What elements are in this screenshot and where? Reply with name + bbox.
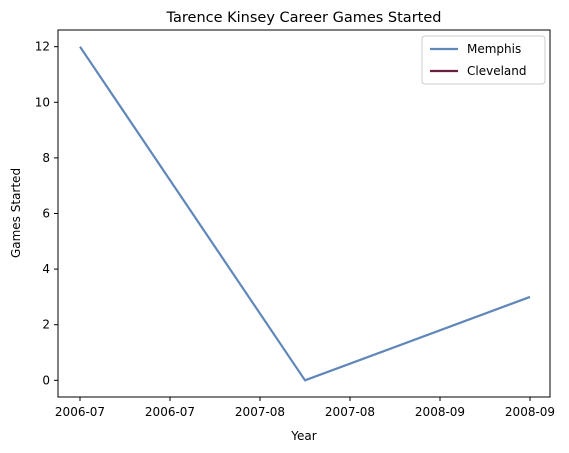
- x-tick-label: 2006-07: [55, 405, 105, 419]
- x-axis-label: Year: [290, 429, 316, 443]
- x-tick-label: 2006-07: [145, 405, 195, 419]
- legend: Memphis Cleveland: [421, 35, 546, 85]
- chart-title: Tarence Kinsey Career Games Started: [166, 10, 442, 26]
- y-tick-label: 12: [35, 40, 50, 54]
- series-lines: [79, 46, 531, 382]
- y-tick-label: 8: [42, 151, 50, 165]
- x-tick-label: 2008-09: [415, 405, 465, 419]
- y-tick-label: 0: [42, 373, 50, 387]
- y-axis: 0 2 4 6 8 10 12: [35, 40, 58, 387]
- y-axis-label: Games Started: [9, 168, 23, 258]
- y-tick-label: 4: [42, 262, 50, 276]
- plot-area: [57, 29, 551, 398]
- plot-frame: [57, 29, 551, 398]
- legend-label: Memphis: [467, 42, 521, 56]
- x-axis: 2006-07 2006-07 2007-08 2007-08 2008-09 2008-…: [55, 397, 555, 419]
- y-tick-label: 10: [35, 95, 50, 109]
- x-tick-label: 2007-08: [235, 405, 285, 419]
- x-tick-label: 2007-08: [325, 405, 375, 419]
- x-tick-label: 2008-09: [505, 405, 555, 419]
- legend-label: Cleveland: [467, 64, 527, 78]
- y-tick-label: 2: [42, 318, 50, 332]
- y-tick-label: 6: [42, 207, 50, 221]
- series-line-memphis: [79, 46, 531, 382]
